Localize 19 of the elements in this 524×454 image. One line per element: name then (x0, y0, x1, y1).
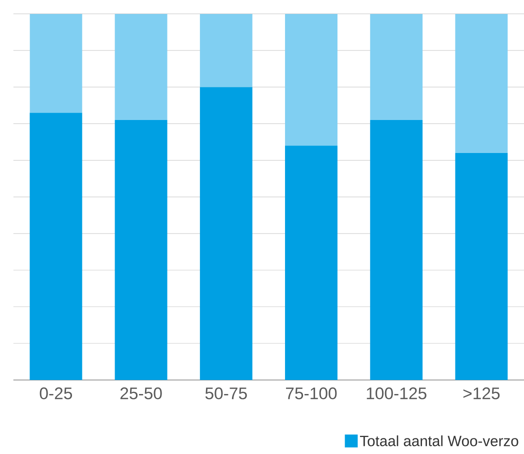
bar (285, 14, 338, 146)
bar (285, 146, 338, 380)
bar (370, 120, 423, 380)
x-tick-label: 100-125 (366, 387, 426, 400)
bar (200, 86, 252, 380)
bar (200, 14, 252, 87)
bar (455, 152, 508, 380)
x-tick-label: 50-75 (205, 387, 247, 400)
bar (114, 14, 168, 120)
x-tick-label: 75-100 (286, 387, 337, 400)
bar (30, 14, 82, 113)
bar (114, 120, 168, 380)
x-tick-label: >125 (463, 387, 500, 400)
bar (455, 14, 508, 153)
bar (370, 14, 423, 120)
bar (30, 112, 82, 380)
x-tick-label: 0-25 (40, 387, 72, 400)
x-tick-label: 25-50 (120, 387, 162, 400)
legend-label: Totaal aantal Woo-verzo (360, 435, 518, 446)
